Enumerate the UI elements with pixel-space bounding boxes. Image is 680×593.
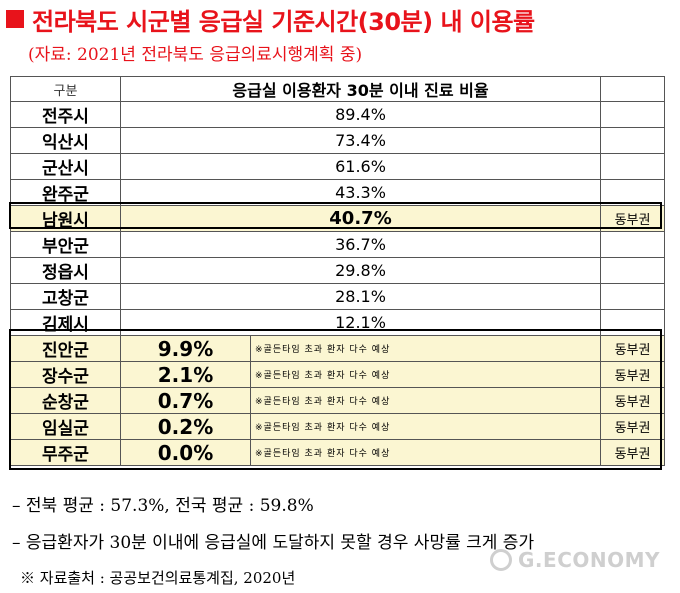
watermark-text: G.ECONOMY — [518, 548, 660, 572]
table-row: 익산시 73.4% — [11, 128, 665, 154]
table-row-highlight: 임실군 0.2% ※골든타임 초과 환자 다수 예상 동부권 — [11, 414, 665, 440]
watermark-logo-icon — [490, 549, 512, 571]
table-row: 김제시 12.1% — [11, 310, 665, 336]
note-cell: ※골든타임 초과 환자 다수 예상 — [251, 388, 601, 414]
value-cell: 36.7% — [121, 232, 601, 258]
region-cell: 진안군 — [11, 336, 121, 362]
region-cell: 남원시 — [11, 206, 121, 232]
table-row: 부안군 36.7% — [11, 232, 665, 258]
tag-cell: 동부권 — [601, 388, 665, 414]
value-cell: 40.7% — [121, 206, 601, 232]
region-cell: 정읍시 — [11, 258, 121, 284]
region-cell: 장수군 — [11, 362, 121, 388]
tag-cell: 동부권 — [601, 414, 665, 440]
tag-cell: 동부권 — [601, 336, 665, 362]
watermark: G.ECONOMY — [490, 548, 660, 572]
square-bullet-icon — [6, 10, 24, 28]
note-cell: ※골든타임 초과 환자 다수 예상 — [251, 414, 601, 440]
tag-cell: 동부권 — [601, 362, 665, 388]
header-gubun: 구분 — [11, 77, 121, 102]
tag-cell — [601, 232, 665, 258]
table-row: 완주군 43.3% — [11, 180, 665, 206]
value-cell: 0.0% — [121, 440, 251, 466]
tag-cell — [601, 310, 665, 336]
tag-cell — [601, 154, 665, 180]
tag-cell — [601, 258, 665, 284]
table-row: 정읍시 29.8% — [11, 258, 665, 284]
tag-cell: 동부권 — [601, 206, 665, 232]
footer-note: – 응급환자가 30분 이내에 응급실에 도달하지 못할 경우 사망률 크게 증… — [12, 528, 534, 553]
table-row-highlight: 장수군 2.1% ※골든타임 초과 환자 다수 예상 동부권 — [11, 362, 665, 388]
table-row-highlight: 무주군 0.0% ※골든타임 초과 환자 다수 예상 동부권 — [11, 440, 665, 466]
tag-cell — [601, 284, 665, 310]
value-cell: 2.1% — [121, 362, 251, 388]
region-cell: 김제시 — [11, 310, 121, 336]
table-row-highlight: 진안군 9.9% ※골든타임 초과 환자 다수 예상 동부권 — [11, 336, 665, 362]
region-cell: 익산시 — [11, 128, 121, 154]
region-cell: 완주군 — [11, 180, 121, 206]
table-row: 고창군 28.1% — [11, 284, 665, 310]
footer-average: – 전북 평균 : 57.3%, 전국 평균 : 59.8% — [12, 491, 314, 516]
region-cell: 임실군 — [11, 414, 121, 440]
header-main: 응급실 이용환자 30분 이내 진료 비율 — [121, 77, 601, 102]
title-text: 전라북도 시군별 응급실 기준시간(30분) 내 이용률 — [32, 2, 535, 37]
data-table: 구분 응급실 이용환자 30분 이내 진료 비율 전주시 89.4% 익산시 7… — [10, 76, 665, 466]
value-cell: 0.2% — [121, 414, 251, 440]
footer-source: ※ 자료출처 : 공공보건의료통계집, 2020년 — [20, 567, 295, 588]
subtitle: (자료: 2021년 전라북도 응급의료시행계획 중) — [28, 40, 362, 65]
region-cell: 부안군 — [11, 232, 121, 258]
region-cell: 순창군 — [11, 388, 121, 414]
value-cell: 61.6% — [121, 154, 601, 180]
tag-cell: 동부권 — [601, 440, 665, 466]
region-cell: 고창군 — [11, 284, 121, 310]
region-cell: 전주시 — [11, 102, 121, 128]
tag-cell — [601, 128, 665, 154]
value-cell: 12.1% — [121, 310, 601, 336]
table-row-highlight: 순창군 0.7% ※골든타임 초과 환자 다수 예상 동부권 — [11, 388, 665, 414]
note-cell: ※골든타임 초과 환자 다수 예상 — [251, 362, 601, 388]
table-row-highlight: 남원시 40.7% 동부권 — [11, 206, 665, 232]
tag-cell — [601, 102, 665, 128]
note-cell: ※골든타임 초과 환자 다수 예상 — [251, 440, 601, 466]
value-cell: 29.8% — [121, 258, 601, 284]
table-row: 전주시 89.4% — [11, 102, 665, 128]
table-row: 군산시 61.6% — [11, 154, 665, 180]
table-header-row: 구분 응급실 이용환자 30분 이내 진료 비율 — [11, 77, 665, 102]
page-title: 전라북도 시군별 응급실 기준시간(30분) 내 이용률 — [6, 2, 535, 36]
tag-cell — [601, 180, 665, 206]
value-cell: 89.4% — [121, 102, 601, 128]
value-cell: 28.1% — [121, 284, 601, 310]
region-cell: 무주군 — [11, 440, 121, 466]
value-cell: 43.3% — [121, 180, 601, 206]
value-cell: 73.4% — [121, 128, 601, 154]
note-cell: ※골든타임 초과 환자 다수 예상 — [251, 336, 601, 362]
region-cell: 군산시 — [11, 154, 121, 180]
value-cell: 9.9% — [121, 336, 251, 362]
value-cell: 0.7% — [121, 388, 251, 414]
header-empty — [601, 77, 665, 102]
